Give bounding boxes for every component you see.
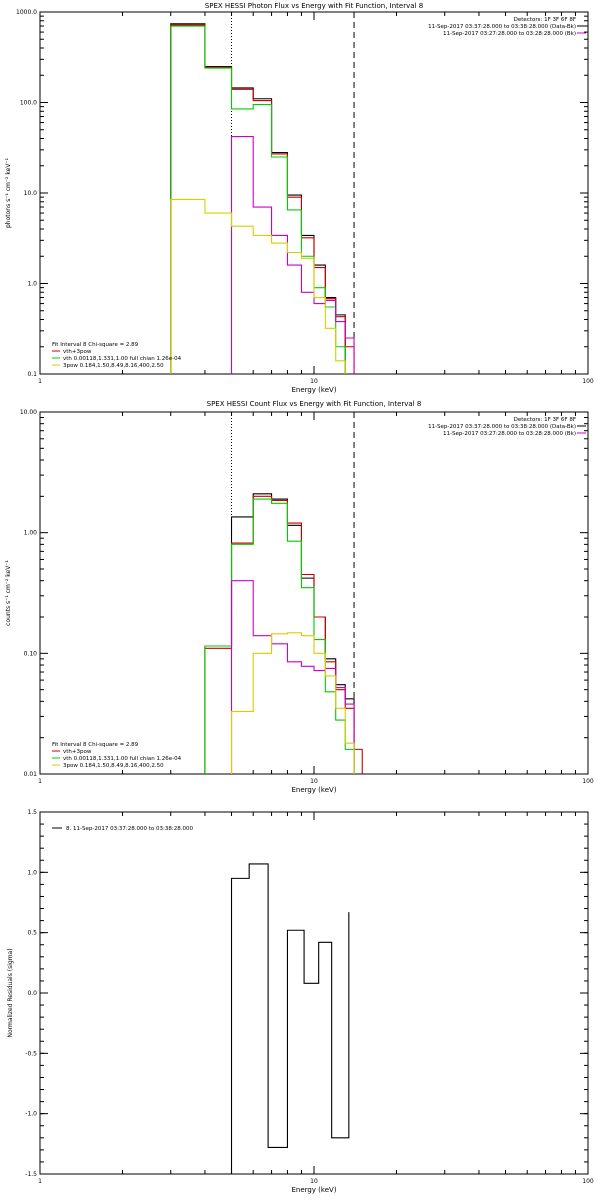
residuals-xtick-label: 10 bbox=[310, 1178, 318, 1185]
residuals-ytick-label: -1.0 bbox=[25, 1111, 37, 1118]
residuals-ylabel: Normalized Residuals (sigma) bbox=[7, 948, 14, 1037]
photon-series-4 bbox=[170, 198, 346, 374]
count-legend-vth: vth 0.00118,1.331,1.00 full chian 1.26e-… bbox=[63, 756, 182, 762]
count-xtick-label: 1 bbox=[38, 778, 42, 785]
residuals-series bbox=[230, 863, 350, 1174]
residuals-ytick-label: 0.0 bbox=[27, 990, 37, 997]
photon-xlabel: Energy (keV) bbox=[291, 386, 336, 394]
photon-ytick-label: 1000.0 bbox=[16, 9, 37, 16]
count-title: SPEX HESSI Count Flux vs Energy with Fit… bbox=[207, 400, 422, 408]
photon-series-3 bbox=[230, 136, 355, 374]
residuals-plot-frame bbox=[39, 811, 589, 1175]
residuals-ytick-label: 0.5 bbox=[27, 930, 37, 937]
count-series-4 bbox=[230, 632, 355, 774]
photon-xtick-label: 100 bbox=[582, 378, 594, 385]
photon-ytick-label: 100.0 bbox=[20, 100, 37, 107]
photon-series bbox=[170, 12, 355, 374]
residuals-legend: 8. 11-Sep-2017 03:37:28.000 to 03:38:28.… bbox=[52, 826, 193, 832]
photon-fit-info: Fit Interval 8 Chi-square = 2.89 bbox=[52, 342, 139, 348]
photon-ytick-label: 0.1 bbox=[27, 371, 37, 378]
count-xtick-label: 100 bbox=[582, 778, 594, 785]
photon-plot-frame bbox=[39, 11, 589, 375]
count-axes: 1 10 100 0.01 0.10 1.00 10.00 bbox=[20, 409, 594, 785]
photon-xtick-label: 1 bbox=[38, 378, 42, 385]
photon-legend-data: 11-Sep-2017 03:37:28.000 to 03:38:28.000… bbox=[428, 24, 576, 30]
photon-flux-panel: SPEX HESSI Photon Flux vs Energy with Fi… bbox=[5, 2, 594, 394]
residuals-legend-text: 8. 11-Sep-2017 03:37:28.000 to 03:38:28.… bbox=[66, 826, 193, 832]
photon-legend-detectors: Detectors: 1F 3F 6F 8F bbox=[514, 17, 576, 23]
photon-ylabel: photons s⁻¹ cm⁻² keV⁻¹ bbox=[5, 157, 12, 228]
count-ylabel: counts s⁻¹ cm⁻² keV⁻¹ bbox=[5, 560, 12, 626]
count-xtick-label: 10 bbox=[310, 778, 318, 785]
count-ytick-label: 0.10 bbox=[24, 650, 38, 657]
count-legend-bk: 11-Sep-2017 03:27:28.000 to 03:28:28.000… bbox=[443, 431, 576, 437]
count-ytick-label: 10.00 bbox=[20, 409, 37, 416]
photon-ytick-label: 1.0 bbox=[27, 281, 37, 288]
residuals-xtick-label: 100 bbox=[582, 1178, 594, 1185]
photon-title: SPEX HESSI Photon Flux vs Energy with Fi… bbox=[205, 2, 423, 10]
residuals-panel: 1 10 100 -1.5 -1.0 -0.5 0.0 0.5 1.0 1.5 Energy (k… bbox=[7, 809, 594, 1194]
count-series bbox=[204, 412, 363, 774]
count-ytick-label: 1.00 bbox=[24, 530, 38, 537]
count-legend-topright: Detectors: 1F 3F 6F 8F 11-Sep-2017 03:37… bbox=[428, 417, 586, 437]
residuals-xlabel: Energy (keV) bbox=[291, 1186, 336, 1194]
residuals-axes: 1 10 100 -1.5 -1.0 -0.5 0.0 0.5 1.0 1.5 bbox=[25, 809, 594, 1185]
photon-xtick-label: 10 bbox=[310, 378, 318, 385]
count-legend-data: 11-Sep-2017 03:37:28.000 to 03:38:28.000… bbox=[428, 424, 576, 430]
residuals-ytick-label: 1.5 bbox=[27, 809, 37, 816]
residuals-series-0 bbox=[230, 863, 350, 1174]
count-legend-detectors: Detectors: 1F 3F 6F 8F bbox=[514, 417, 576, 423]
photon-series-1 bbox=[170, 24, 355, 374]
photon-legend-bottomleft: Fit Interval 8 Chi-square = 2.89 vth+3po… bbox=[52, 342, 182, 369]
count-series-3 bbox=[230, 580, 355, 774]
count-series-2 bbox=[204, 498, 355, 774]
photon-ytick-label: 10.0 bbox=[24, 190, 38, 197]
count-legend-bottomleft: Fit Interval 8 Chi-square = 2.89 vth+3po… bbox=[52, 742, 182, 769]
photon-axes: 1 10 100 0.1 1.0 10.0 100.0 1000.0 bbox=[16, 9, 594, 385]
photon-legend-3pow: 3pow 0.184,1.50,8.49,8.16,400,2.50 bbox=[63, 363, 164, 369]
count-legend-3pow: 3pow 0.184,1.50,8.49,8.16,400,2.50 bbox=[63, 763, 164, 769]
count-fit-info: Fit Interval 8 Chi-square = 2.89 bbox=[52, 742, 139, 748]
photon-legend-topright: Detectors: 1F 3F 6F 8F 11-Sep-2017 03:37… bbox=[428, 17, 586, 37]
photon-legend-bk: 11-Sep-2017 03:27:28.000 to 03:28:28.000… bbox=[443, 31, 576, 37]
photon-legend-total: vth+3pow bbox=[63, 349, 92, 355]
count-xlabel: Energy (keV) bbox=[291, 786, 336, 794]
residuals-ytick-label: 1.0 bbox=[27, 869, 37, 876]
count-series-1 bbox=[204, 495, 363, 774]
photon-legend-vth: vth 0.00118,1.331,1.00 full chian 1.26e-… bbox=[63, 356, 182, 362]
count-legend-total: vth+3pow bbox=[63, 749, 92, 755]
residuals-ytick-label: -1.5 bbox=[25, 1171, 37, 1178]
count-flux-panel: SPEX HESSI Count Flux vs Energy with Fit… bbox=[5, 400, 594, 794]
residuals-xtick-label: 1 bbox=[38, 1178, 42, 1185]
photon-series-2 bbox=[170, 25, 346, 374]
residuals-ytick-label: -0.5 bbox=[25, 1050, 37, 1057]
count-ytick-label: 0.01 bbox=[24, 771, 38, 778]
